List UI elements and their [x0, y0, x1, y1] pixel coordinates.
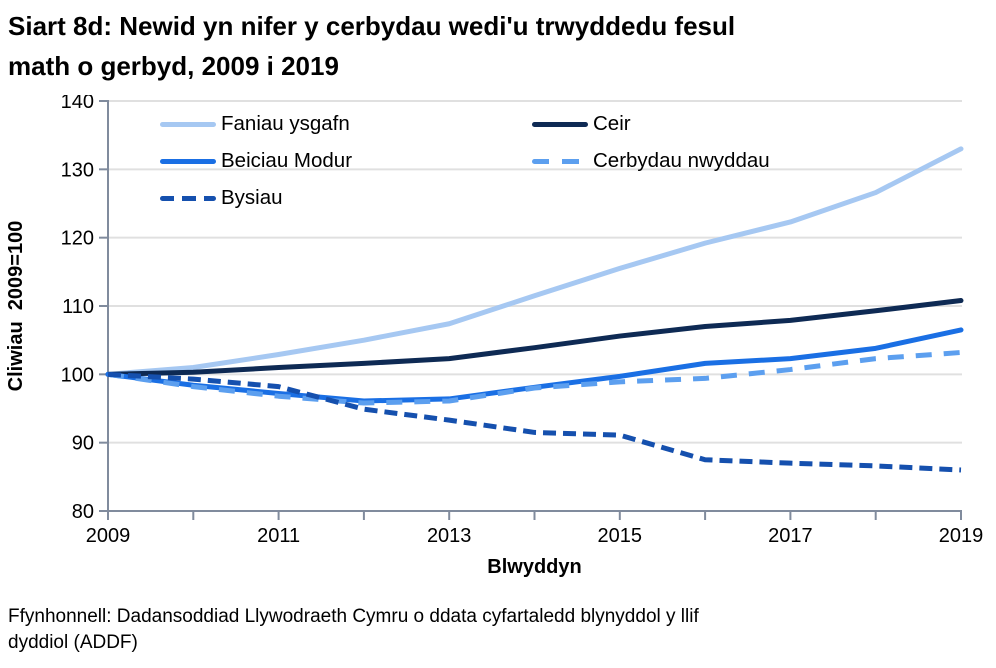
x-tick-label: 2019 [939, 525, 984, 547]
x-tick-label: 2017 [768, 525, 813, 547]
y-tick-label: 90 [72, 433, 94, 455]
y-tick-label: 140 [61, 95, 94, 113]
x-tick-label: 2011 [257, 525, 300, 547]
x-tick-label: 2009 [86, 525, 131, 547]
x-axis-title: Blwyddyn [487, 556, 581, 578]
source-note: Ffynhonnell: Dadansoddiad Llywodraeth Cy… [8, 606, 699, 653]
chart-title: Siart 8d: Newid yn nifer y cerbydau wedi… [8, 11, 736, 81]
series-line-1 [105, 298, 964, 377]
y-tick-label: 120 [61, 228, 94, 250]
x-tick-label: 2013 [427, 525, 472, 547]
chart-page: Siart 8d: Newid yn nifer y cerbydau wedi… [0, 6, 996, 656]
series-line-3 [107, 349, 962, 406]
y-tick-label: 100 [61, 364, 94, 386]
y-tick-label: 110 [62, 296, 94, 318]
y-tick-label: 80 [72, 501, 94, 523]
line-chart: 80 90 100 110 120 130 140 2009 2011 2013 2015 2017 2… [5, 95, 984, 578]
y-axis-title: Cliwiau 2009=100 [5, 221, 27, 392]
chart-area: 80 90 100 110 120 130 140 2009 2011 2013 2015 2017 2… [0, 95, 996, 592]
y-tick-label: 130 [61, 159, 94, 181]
series-line-0 [105, 146, 964, 377]
series-line-4 [107, 371, 962, 473]
x-tick-label: 2015 [598, 525, 643, 547]
